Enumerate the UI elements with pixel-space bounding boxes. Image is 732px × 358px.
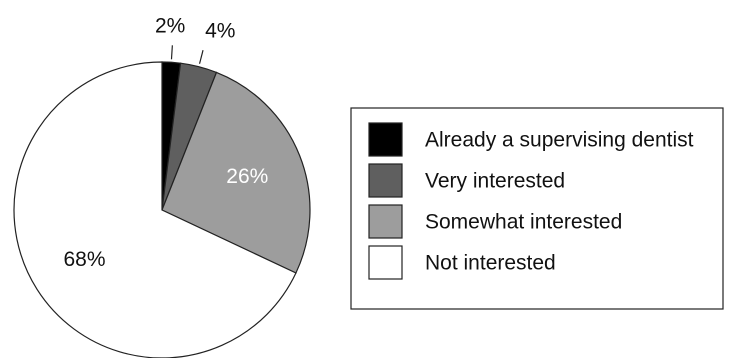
- leader-line-already-a-supervising-dentist: [170, 45, 173, 60]
- legend-swatch-not-interested: [368, 245, 403, 280]
- data-label-not-interested: 68%: [64, 248, 106, 271]
- pie-slice-not-interested: [13, 61, 297, 358]
- legend-swatch-already-a-supervising-dentist: [368, 122, 403, 157]
- data-label-already-a-supervising-dentist: 2%: [155, 14, 185, 37]
- legend-frame: [350, 107, 724, 310]
- legend-label-not-interested: Not interested: [425, 252, 556, 275]
- pie-slice-somewhat-interested: [161, 71, 311, 274]
- pie-slices: [13, 61, 311, 358]
- data-label-somewhat-interested: 26%: [226, 165, 268, 188]
- data-label-very-interested: 4%: [205, 20, 235, 43]
- legend-swatch-very-interested: [368, 163, 403, 198]
- legend-label-already-a-supervising-dentist: Already a supervising dentist: [425, 129, 694, 152]
- pie-leader-lines: [170, 45, 204, 64]
- pie-data-labels: 2% 4% 26% 68%: [64, 14, 269, 271]
- legend-items: Already a supervising dentist Very intere…: [368, 122, 694, 280]
- legend-label-very-interested: Very interested: [425, 170, 565, 193]
- legend-swatch-somewhat-interested: [368, 204, 403, 239]
- legend-label-somewhat-interested: Somewhat interested: [425, 211, 622, 234]
- leader-line-very-interested: [198, 50, 204, 64]
- legend: Already a supervising dentist Very intere…: [350, 107, 724, 310]
